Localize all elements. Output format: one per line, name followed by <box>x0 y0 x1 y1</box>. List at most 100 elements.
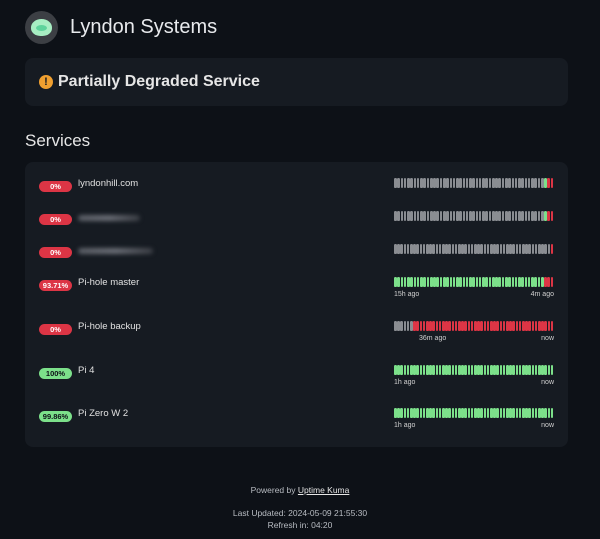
heartbeat-tick[interactable] <box>422 321 426 331</box>
heartbeat-tick[interactable] <box>499 365 503 375</box>
heartbeat-tick[interactable] <box>407 211 410 221</box>
heartbeat-tick[interactable] <box>410 244 413 254</box>
heartbeat-tick[interactable] <box>512 365 515 375</box>
heartbeat-tick[interactable] <box>413 321 416 331</box>
heartbeat-tick[interactable] <box>515 321 519 331</box>
heartbeat-tick[interactable] <box>508 178 511 188</box>
heartbeat-tick[interactable] <box>459 211 462 221</box>
heartbeat-tick[interactable] <box>509 321 512 331</box>
heartbeat-tick[interactable] <box>448 365 451 375</box>
heartbeat-tick[interactable] <box>394 277 397 287</box>
heartbeat-tick[interactable] <box>512 408 515 418</box>
heartbeat-tick[interactable] <box>449 178 453 188</box>
heartbeat-tick[interactable] <box>515 244 519 254</box>
heartbeat-tick[interactable] <box>512 321 515 331</box>
heartbeat-tick[interactable] <box>464 408 467 418</box>
heartbeat-tick[interactable] <box>488 277 492 287</box>
heartbeat-tick[interactable] <box>524 277 528 287</box>
heartbeat-tick[interactable] <box>397 321 400 331</box>
heartbeat-tick[interactable] <box>400 211 404 221</box>
heartbeat-tick[interactable] <box>505 211 508 221</box>
heartbeat-tick[interactable] <box>435 365 439 375</box>
heartbeat-tick[interactable] <box>514 211 518 221</box>
heartbeat-tick[interactable] <box>541 321 544 331</box>
heartbeat-tick[interactable] <box>433 277 436 287</box>
heartbeat-tick[interactable] <box>550 277 554 287</box>
heartbeat-tick[interactable] <box>449 277 453 287</box>
heartbeat-tick[interactable] <box>538 321 541 331</box>
heartbeat-tick[interactable] <box>403 211 407 221</box>
heartbeat-tick[interactable] <box>525 365 528 375</box>
heartbeat-tick[interactable] <box>505 277 508 287</box>
heartbeat-tick[interactable] <box>547 365 551 375</box>
heartbeat-tick[interactable] <box>470 244 474 254</box>
heartbeat-tick[interactable] <box>534 408 538 418</box>
heartbeat-tick[interactable] <box>467 321 471 331</box>
heartbeat-tick[interactable] <box>403 277 407 287</box>
heartbeat-tick[interactable] <box>432 244 435 254</box>
heartbeat-tick[interactable] <box>458 365 461 375</box>
heartbeat-tick[interactable] <box>518 211 521 221</box>
heartbeat-tick[interactable] <box>470 408 474 418</box>
heartbeat-tick[interactable] <box>426 244 429 254</box>
heartbeat-tick[interactable] <box>445 408 448 418</box>
heartbeat-tick[interactable] <box>397 244 400 254</box>
heartbeat-tick[interactable] <box>452 211 456 221</box>
heartbeat-tick[interactable] <box>462 178 466 188</box>
heartbeat-tick[interactable] <box>410 321 413 331</box>
heartbeat-tick[interactable] <box>491 178 495 188</box>
heartbeat-tick[interactable] <box>478 211 482 221</box>
heartbeat-tick[interactable] <box>538 408 541 418</box>
heartbeat-tick[interactable] <box>531 321 535 331</box>
heartbeat-tick[interactable] <box>508 277 511 287</box>
heartbeat-tick[interactable] <box>480 365 483 375</box>
service-row[interactable]: 0% <box>25 244 568 274</box>
heartbeat-tick[interactable] <box>538 244 541 254</box>
heartbeat-tick[interactable] <box>480 321 483 331</box>
heartbeat-tick[interactable] <box>486 408 490 418</box>
heartbeat-tick[interactable] <box>496 321 499 331</box>
heartbeat-tick[interactable] <box>472 277 475 287</box>
heartbeat-tick[interactable] <box>483 408 487 418</box>
heartbeat-tick[interactable] <box>403 365 407 375</box>
heartbeat-tick[interactable] <box>394 321 397 331</box>
heartbeat-tick[interactable] <box>406 321 410 331</box>
heartbeat-tick[interactable] <box>525 408 528 418</box>
heartbeat-tick[interactable] <box>477 365 480 375</box>
heartbeat-tick[interactable] <box>445 321 448 331</box>
heartbeat-tick[interactable] <box>400 408 403 418</box>
heartbeat-tick[interactable] <box>547 321 551 331</box>
heartbeat-tick[interactable] <box>522 408 525 418</box>
heartbeat-tick[interactable] <box>531 408 535 418</box>
heartbeat-tick[interactable] <box>474 244 477 254</box>
heartbeat-tick[interactable] <box>506 408 509 418</box>
heartbeat-tick[interactable] <box>534 277 537 287</box>
heartbeat-tick[interactable] <box>416 277 420 287</box>
heartbeat-tick[interactable] <box>413 178 417 188</box>
heartbeat-tick[interactable] <box>495 211 498 221</box>
heartbeat-tick[interactable] <box>410 211 413 221</box>
heartbeat-tick[interactable] <box>426 178 430 188</box>
heartbeat-tick[interactable] <box>432 408 435 418</box>
heartbeat-tick[interactable] <box>499 408 503 418</box>
heartbeat-tick[interactable] <box>464 365 467 375</box>
heartbeat-tick[interactable] <box>485 178 489 188</box>
heartbeat-tick[interactable] <box>488 211 492 221</box>
heartbeat-tick[interactable] <box>531 244 535 254</box>
heartbeat-tick[interactable] <box>502 408 506 418</box>
heartbeat-tick[interactable] <box>544 244 547 254</box>
heartbeat-tick[interactable] <box>394 244 397 254</box>
heartbeat-tick[interactable] <box>490 321 493 331</box>
heartbeat-tick[interactable] <box>469 277 472 287</box>
heartbeat-tick[interactable] <box>467 408 471 418</box>
heartbeat-tick[interactable] <box>423 211 426 221</box>
heartbeat-tick[interactable] <box>433 178 436 188</box>
heartbeat-tick[interactable] <box>416 244 419 254</box>
heartbeat-tick[interactable] <box>474 408 477 418</box>
heartbeat-tick[interactable] <box>464 244 467 254</box>
heartbeat-tick[interactable] <box>422 244 426 254</box>
heartbeat-tick[interactable] <box>488 178 492 188</box>
heartbeat-tick[interactable] <box>432 321 435 331</box>
service-row[interactable]: 0% lyndonhill.com <box>25 178 568 208</box>
heartbeat-tick[interactable] <box>403 321 407 331</box>
